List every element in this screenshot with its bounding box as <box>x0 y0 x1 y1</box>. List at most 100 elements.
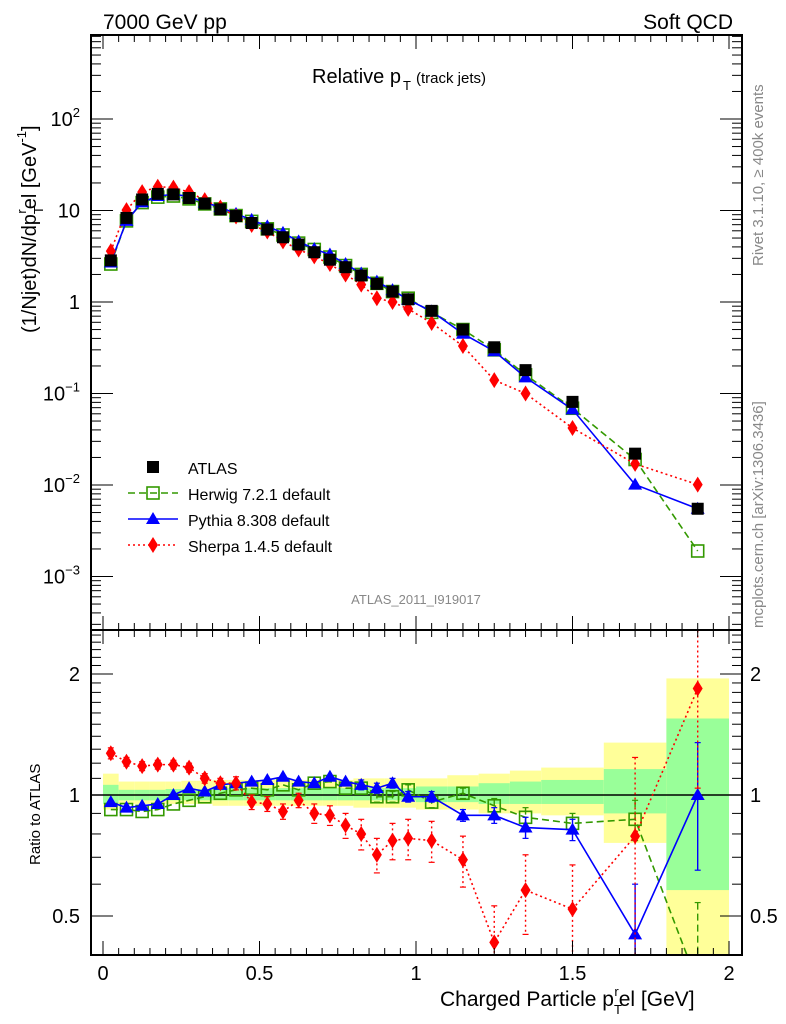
series-atlas <box>104 187 704 515</box>
legend-item: ATLAS <box>147 461 238 478</box>
y-axis-label-ratio: Ratio to ATLAS <box>27 764 44 865</box>
data-point <box>309 805 320 822</box>
ratio-y-tick-label-left: 2 <box>69 664 80 686</box>
data-point <box>137 758 148 775</box>
data-point <box>628 477 643 490</box>
y-tick-label: 1 <box>69 292 80 314</box>
data-point <box>403 830 414 847</box>
data-point <box>308 246 321 259</box>
series-line <box>110 688 699 945</box>
data-point <box>231 775 242 792</box>
ratio-y-tick-label-left: 1 <box>69 785 80 807</box>
data-point <box>167 188 180 201</box>
data-point <box>387 294 398 310</box>
mcplots-label: mcplots.cern.ch [arXiv:1306.3436] <box>750 401 767 628</box>
data-point <box>630 828 641 845</box>
data-point <box>324 807 335 824</box>
legend-item: Sherpa 1.4.5 default <box>128 537 333 556</box>
ratio-y-tick-label-right: 2 <box>750 664 761 686</box>
data-point <box>277 803 288 820</box>
data-point <box>519 364 532 377</box>
data-point <box>691 502 704 515</box>
data-point <box>455 808 470 821</box>
data-point <box>385 776 400 789</box>
data-point <box>307 776 322 789</box>
data-point <box>565 822 580 835</box>
analysis-id: ATLAS_2011_I919017 <box>351 592 481 607</box>
data-point <box>198 197 211 210</box>
data-point <box>457 338 468 355</box>
data-point <box>457 851 468 868</box>
data-point <box>387 832 398 849</box>
data-point <box>565 402 580 415</box>
chart-title: Relative p T (track jets) <box>312 66 486 93</box>
data-point <box>425 304 438 317</box>
legend-label: Herwig 7.2.1 default <box>188 487 331 504</box>
data-point <box>369 781 384 794</box>
chart-title-sub: T <box>403 78 411 93</box>
data-point <box>152 756 163 773</box>
legend-label: Pythia 8.308 default <box>188 513 330 530</box>
ratio-y-tick-label-right: 1 <box>750 785 761 807</box>
data-point <box>370 277 383 290</box>
data-point <box>520 385 531 402</box>
data-point <box>339 261 352 274</box>
data-point <box>184 759 195 776</box>
data-point <box>214 203 227 216</box>
data-point <box>135 798 150 811</box>
data-point <box>456 323 469 336</box>
band-1sigma <box>322 788 338 801</box>
band-1sigma <box>541 779 604 804</box>
data-point <box>215 775 226 792</box>
x-tick-label: 1 <box>410 963 421 985</box>
legend-marker <box>147 461 159 473</box>
data-point <box>567 901 578 918</box>
data-point <box>291 774 306 787</box>
data-point <box>518 820 533 833</box>
main-panel-series <box>103 178 705 558</box>
data-point <box>182 793 196 808</box>
ratio-series-sherpa <box>105 630 703 955</box>
chart-title-note: (track jets) <box>416 70 486 87</box>
data-point <box>487 808 502 821</box>
band-1sigma <box>509 781 542 804</box>
header-left: 7000 GeV pp <box>103 11 227 34</box>
data-point <box>402 293 415 306</box>
series-sherpa <box>105 178 703 493</box>
data-point <box>355 269 368 282</box>
y-tick-label: 10−1 <box>43 380 80 406</box>
data-point <box>292 238 305 251</box>
data-point <box>322 769 337 782</box>
data-point <box>119 800 134 813</box>
data-point <box>275 769 290 782</box>
data-point <box>566 395 579 408</box>
data-point <box>385 789 400 804</box>
data-point <box>293 792 304 809</box>
y-axis-label-text: (1/Njet)dN/dpTrel [GeV-1] <box>14 125 46 333</box>
data-point <box>371 846 382 863</box>
data-point <box>261 223 274 236</box>
legend-marker <box>148 537 158 553</box>
data-point <box>692 680 703 697</box>
data-point <box>520 882 531 899</box>
ratio-panel-series <box>103 630 705 955</box>
data-point <box>323 253 336 266</box>
data-point <box>244 774 259 787</box>
data-point <box>340 817 351 834</box>
y-tick-label: 102 <box>51 105 80 131</box>
data-point <box>182 781 197 794</box>
legend-marker <box>146 486 160 500</box>
legend-label: ATLAS <box>188 461 238 478</box>
data-point <box>630 455 641 472</box>
x-axis-label: Charged Particle pTrel [GeV] <box>440 984 695 1017</box>
y-tick-label: 10−3 <box>43 563 80 589</box>
data-point <box>245 217 258 230</box>
data-point <box>230 210 243 223</box>
y-tick-label: 10 <box>58 201 80 223</box>
axis-ticks: 0 0.5 1 1.5 2 10−3 10−2 10−1 1 10 102 0.5 0.5 1 1 2 2 <box>43 35 778 985</box>
data-point <box>338 774 353 787</box>
data-point <box>262 795 273 812</box>
data-point <box>103 795 118 808</box>
data-point <box>426 314 437 331</box>
